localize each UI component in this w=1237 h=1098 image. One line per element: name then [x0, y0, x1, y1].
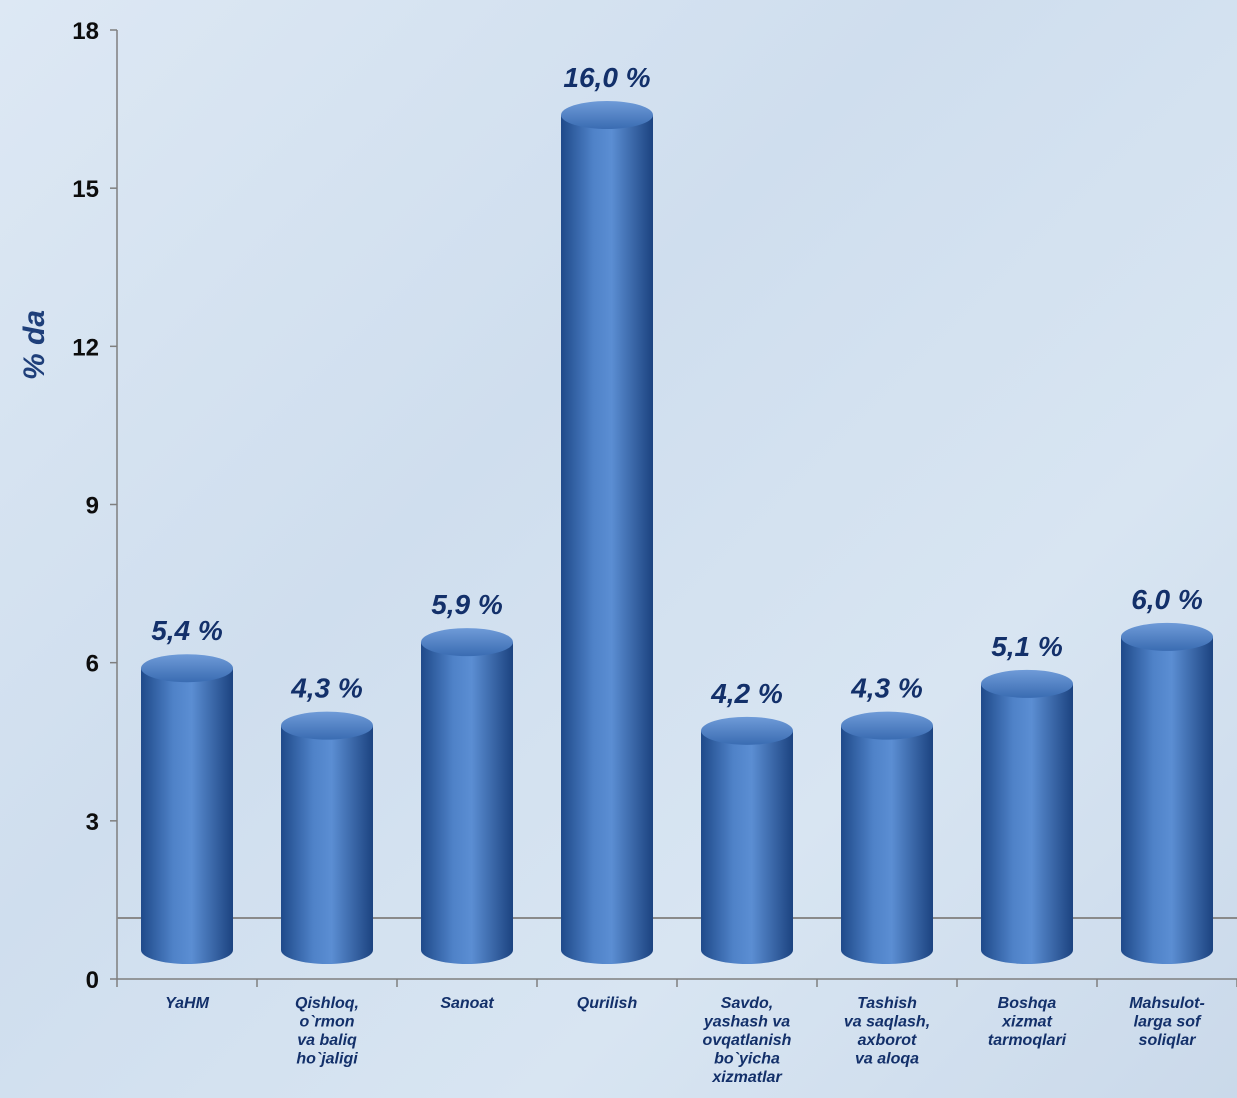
category-label-line: Qishloq,	[295, 995, 359, 1012]
bar	[421, 628, 513, 964]
y-tick-label: 9	[86, 493, 99, 520]
labels: 0 3 6 9 12 15 18 % da 5,4 % YaHM 4,3 % Qishloq, o`rm…	[18, 18, 1205, 1086]
bar	[141, 654, 233, 964]
bar-cap	[981, 669, 1073, 698]
category-label-line: soliqlar	[1139, 1032, 1197, 1049]
bars	[141, 101, 1213, 964]
data-label: 5,9 %	[431, 589, 503, 620]
data-label: 5,4 %	[151, 615, 223, 646]
category-label-line: Tashish	[857, 995, 917, 1012]
bar	[981, 669, 1073, 964]
category-label-line: YaHM	[165, 995, 210, 1012]
bar-body	[561, 115, 653, 964]
category-label-line: ovqatlanish	[703, 1032, 792, 1049]
category-label: Qurilish	[577, 995, 638, 1012]
bar	[701, 716, 793, 964]
category-label: Qishloq, o`rmon va baliq ho`jaligi	[295, 995, 359, 1068]
category-label-line: Mahsulot-	[1129, 995, 1205, 1012]
category-label: Savdo, yashash va ovqatlanish bo`yicha xizma…	[703, 995, 792, 1086]
category-label-line: larga sof	[1134, 1014, 1202, 1031]
category-label-line: o`rmon	[299, 1014, 354, 1031]
data-label: 4,2 %	[710, 678, 783, 709]
category-label: Mahsulot-larga sof soliqlar	[1129, 995, 1205, 1049]
bar-cap	[141, 654, 233, 683]
data-label: 16,0 %	[563, 62, 650, 93]
category-label-line: Sanoat	[440, 995, 494, 1012]
category-label: Tashish va saqlash, axborot va aloqa	[844, 995, 930, 1068]
bar-body	[421, 642, 513, 964]
y-tick-label: 12	[72, 334, 99, 361]
data-label: 4,3 %	[850, 673, 923, 704]
bar-cap	[841, 711, 933, 740]
bar-body	[841, 725, 933, 964]
y-tick-label: 0	[86, 967, 99, 994]
category-label-line: Boshqa	[998, 995, 1057, 1012]
y-tick-label: 6	[86, 651, 99, 678]
category-label: Boshqa xizmat tarmoqlari	[988, 995, 1067, 1049]
category-label-line: va baliq	[297, 1032, 357, 1049]
category-label-line: yashash va	[703, 1014, 790, 1031]
bar-body	[701, 730, 793, 964]
bar-body	[141, 668, 233, 964]
category-label-line: xizmatlar	[711, 1069, 782, 1086]
category-label-line: bo`yicha	[714, 1051, 780, 1068]
category-label-line: axborot	[858, 1032, 917, 1049]
category-label-line: tarmoqlari	[988, 1032, 1067, 1049]
category-label-line: Qurilish	[577, 995, 638, 1012]
bar-cap	[421, 628, 513, 657]
category-label-line: Savdo,	[721, 995, 773, 1012]
category-label: Sanoat	[440, 995, 494, 1012]
bar	[281, 711, 373, 964]
bar-cap	[561, 101, 653, 129]
category-label-line: ho`jaligi	[296, 1051, 358, 1068]
bar-cap	[701, 716, 793, 745]
y-axis-title: % da	[18, 310, 51, 380]
data-label: 6,0 %	[1131, 584, 1203, 615]
bar-body	[1121, 636, 1213, 964]
category-label: YaHM	[165, 995, 210, 1012]
data-label: 5,1 %	[991, 631, 1063, 662]
bar-cap	[1121, 622, 1213, 651]
y-tick-label: 18	[72, 18, 99, 45]
bar	[841, 711, 933, 964]
y-tick-label: 15	[72, 176, 99, 203]
category-label-line: xizmat	[1001, 1014, 1052, 1031]
bar	[561, 101, 653, 964]
data-label: 4,3 %	[290, 673, 363, 704]
bar-body	[981, 683, 1073, 964]
category-label-line: va saqlash,	[844, 1014, 930, 1031]
y-tick-label: 3	[86, 809, 99, 836]
category-label-line: va aloqa	[855, 1051, 919, 1068]
bar	[1121, 622, 1213, 964]
bar-cap	[281, 711, 373, 740]
bar-body	[281, 725, 373, 964]
